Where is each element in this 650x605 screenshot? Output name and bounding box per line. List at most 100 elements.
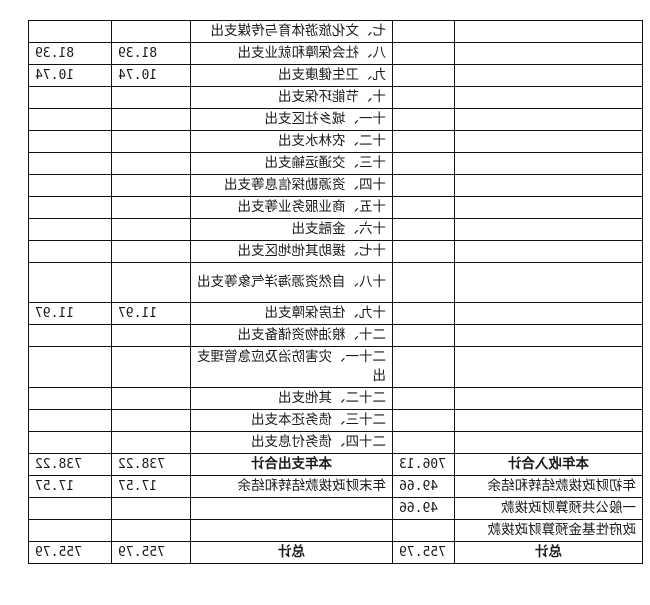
table-row: 十二、农林水支出 [28, 130, 643, 153]
expense-amount-2-cell [28, 431, 112, 454]
income-item-cell [454, 196, 643, 219]
expense-amount-2-cell [28, 108, 112, 131]
expense-item-cell: 十五、商业服务业等支出 [190, 196, 393, 219]
income-amount-cell [392, 130, 455, 153]
income-amount-cell [392, 346, 455, 388]
income-item-cell: 总计 [454, 541, 643, 564]
income-item-cell [454, 431, 643, 454]
income-item-cell [454, 240, 643, 263]
income-amount-cell [392, 262, 455, 303]
expense-amount-2-cell [28, 196, 112, 219]
expense-amount-cell [111, 152, 191, 175]
expense-amount-2-cell [28, 174, 112, 197]
expense-item-cell: 十九、住房保障支出 [190, 302, 393, 325]
expense-amount-2-cell [28, 324, 112, 347]
income-amount-cell [392, 152, 455, 175]
income-amount-cell [392, 302, 455, 325]
income-item-cell [454, 130, 643, 153]
expense-item-cell [190, 497, 393, 520]
income-amount-cell [392, 218, 455, 241]
expense-item-cell: 七、文化旅游体育与传媒支出 [190, 20, 393, 43]
expense-item-cell: 十六、金融支出 [190, 218, 393, 241]
expense-item-cell: 二十二、其他支出 [190, 387, 393, 410]
expense-amount-cell: 17.57 [111, 475, 191, 498]
income-item-cell [454, 86, 643, 109]
expense-amount-2-cell [28, 387, 112, 410]
expense-amount-cell [111, 431, 191, 454]
expense-amount-cell: 738.22 [111, 453, 191, 476]
expense-amount-2-cell: 11.97 [28, 302, 112, 325]
expense-item-cell: 二十三、债务还本支出 [190, 409, 393, 432]
income-amount-cell: 755.79 [392, 541, 455, 564]
income-amount-cell: 49.66 [392, 475, 455, 498]
income-item-cell [454, 42, 643, 65]
expense-amount-2-cell: 10.74 [28, 64, 112, 87]
income-item-cell [454, 262, 643, 303]
income-amount-cell: 49.66 [392, 497, 455, 520]
expense-amount-2-cell [28, 346, 112, 388]
income-amount-cell [392, 240, 455, 263]
table-row: 一般公共预算财政拨款 49.66 [28, 497, 643, 520]
income-item-cell [454, 64, 643, 87]
expense-amount-2-cell [28, 240, 112, 263]
table-row: 十三、交通运输支出 [28, 152, 643, 175]
expense-item-cell: 总计 [190, 541, 393, 564]
expense-item-cell: 本年支出合计 [190, 453, 393, 476]
table-row: 十四、资源勘探信息等支出 [28, 174, 643, 197]
expense-amount-2-cell [28, 409, 112, 432]
expense-amount-2-cell: 81.39 [28, 42, 112, 65]
expense-amount-2-cell [28, 262, 112, 303]
income-item-cell [454, 387, 643, 410]
expense-item-cell: 十、节能环保支出 [190, 86, 393, 109]
income-amount-cell [392, 324, 455, 347]
expense-amount-cell [111, 497, 191, 520]
expense-amount-cell [111, 20, 191, 43]
table-row: 九、卫生健康支出 10.74 10.74 [28, 64, 643, 87]
income-amount-cell [392, 64, 455, 87]
income-item-cell: 本年收入合计 [454, 453, 643, 476]
expense-amount-cell [111, 130, 191, 153]
income-amount-cell [392, 431, 455, 454]
expense-amount-cell [111, 324, 191, 347]
expense-amount-2-cell [28, 20, 112, 43]
income-item-cell [454, 20, 643, 43]
income-item-cell [454, 108, 643, 131]
table-row: 二十一、灾害防治及应急管理支出 [28, 346, 643, 388]
expense-amount-cell [111, 387, 191, 410]
expense-amount-cell [111, 196, 191, 219]
expense-item-cell: 九、卫生健康支出 [190, 64, 393, 87]
table-row: 二十二、其他支出 [28, 387, 643, 410]
expense-item-cell: 二十四、债务付息支出 [190, 431, 393, 454]
expense-item-cell: 年末财政拨款结转和结余 [190, 475, 393, 498]
table-row: 十五、商业服务业等支出 [28, 196, 643, 219]
income-item-cell [454, 302, 643, 325]
expense-amount-2-cell: 738.22 [28, 453, 112, 476]
income-amount-cell [392, 42, 455, 65]
income-amount-cell [392, 108, 455, 131]
expense-item-cell: 十一、城乡社区支出 [190, 108, 393, 131]
table-row: 二十三、债务还本支出 [28, 409, 643, 432]
expense-amount-cell: 755.79 [111, 541, 191, 564]
table-row: 十一、城乡社区支出 [28, 108, 643, 131]
income-amount-cell [392, 519, 455, 542]
table-row: 七、文化旅游体育与传媒支出 [28, 20, 643, 43]
expense-amount-cell: 11.97 [111, 302, 191, 325]
expense-amount-2-cell [28, 519, 112, 542]
income-item-cell [454, 346, 643, 388]
expense-amount-cell [111, 346, 191, 388]
income-item-cell [454, 218, 643, 241]
expense-amount-cell: 10.74 [111, 64, 191, 87]
table-row: 年初财政拨款结转和结余 49.66 年末财政拨款结转和结余 17.57 17.57 [28, 475, 643, 498]
table-row: 十七、援助其他地区支出 [28, 240, 643, 263]
income-item-cell: 一般公共预算财政拨款 [454, 497, 643, 520]
budget-table-body: 七、文化旅游体育与传媒支出 八、社会保障和就业支出 81.39 81.39 九、卫生健康… [28, 20, 643, 564]
income-amount-cell [392, 196, 455, 219]
income-amount-cell: 706.13 [392, 453, 455, 476]
expense-amount-2-cell [28, 152, 112, 175]
table-row: 政府性基金预算财政拨款 [28, 519, 643, 542]
income-amount-cell [392, 86, 455, 109]
income-item-cell [454, 174, 643, 197]
expense-amount-cell [111, 174, 191, 197]
expense-item-cell: 二十、粮油物资储备支出 [190, 324, 393, 347]
expense-amount-2-cell [28, 497, 112, 520]
